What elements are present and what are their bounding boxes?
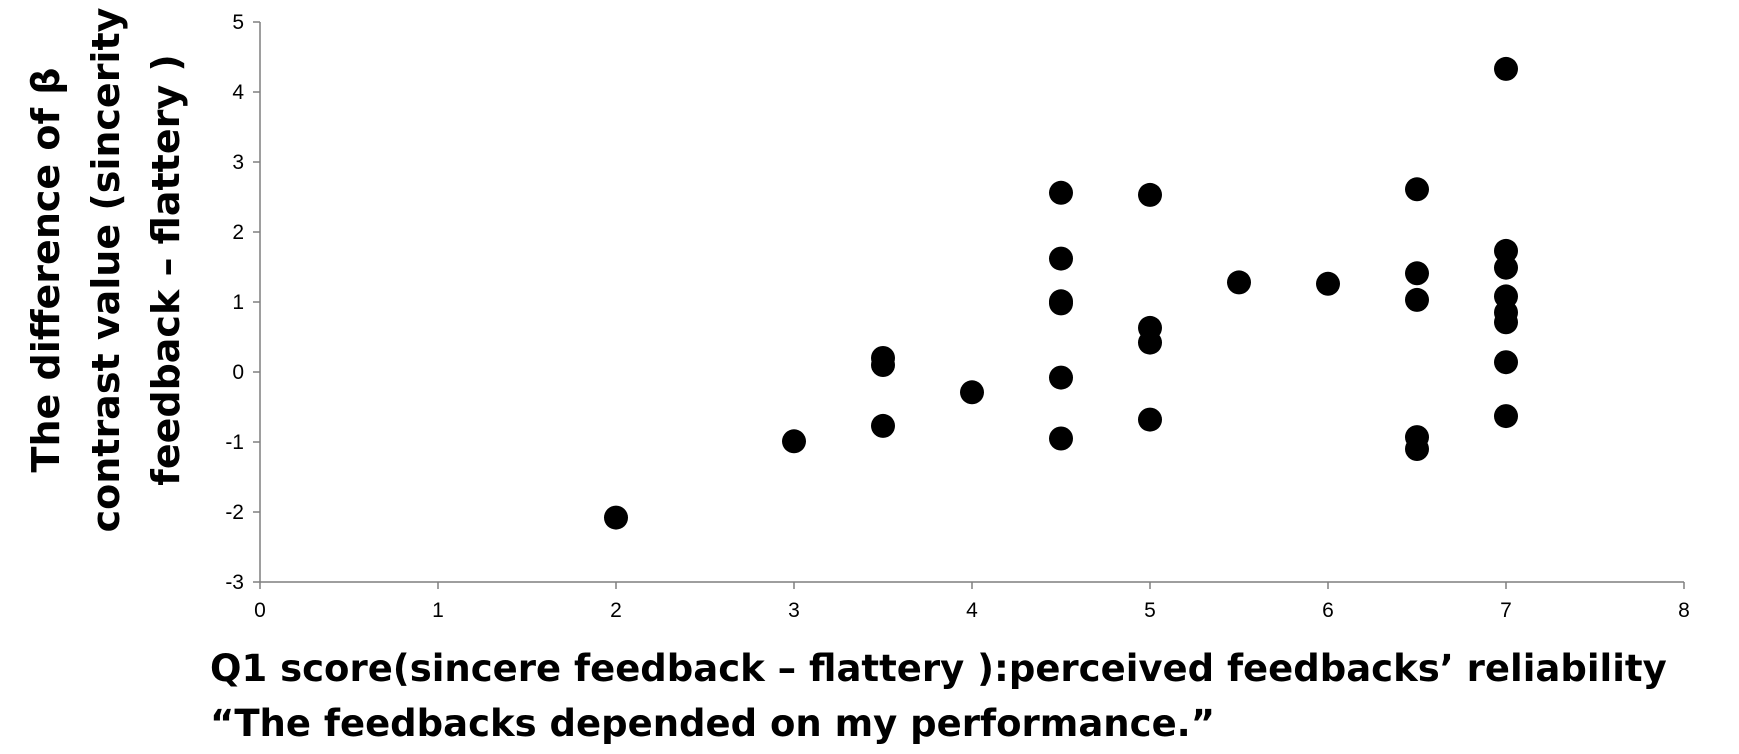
data-point	[1138, 330, 1162, 355]
x-tick-label: 5	[1144, 599, 1156, 622]
y-tick-label: 2	[232, 221, 244, 244]
data-point	[1494, 56, 1518, 81]
x-tick-labels: 0 1 2 3 4 5 6 7 8	[254, 599, 1690, 622]
data-point	[1227, 270, 1251, 295]
x-tick-label: 3	[788, 599, 800, 622]
x-tick-label: 0	[254, 599, 266, 622]
data-point	[1494, 255, 1518, 280]
data-point	[1049, 291, 1073, 316]
data-point	[1405, 437, 1429, 461]
y-axis-title-line-2: contrast value (sincerity	[84, 7, 128, 532]
x-axis-title-line-1: Q1 score(sincere feedback – flattery ):p…	[210, 647, 1667, 690]
data-point	[1405, 287, 1429, 312]
data-point	[1049, 426, 1073, 451]
data-point	[1138, 182, 1162, 207]
data-point	[871, 413, 895, 438]
data-point	[1405, 261, 1429, 286]
y-tick-label: 5	[232, 11, 244, 34]
x-tick-label: 6	[1322, 599, 1334, 622]
y-tick-labels: 5 4 3 2 1 0 -1 -2 -3	[225, 11, 244, 594]
y-tick-label: 1	[232, 291, 244, 314]
data-point	[1049, 180, 1073, 205]
x-axis-title: Q1 score(sincere feedback – flattery ):p…	[210, 647, 1667, 745]
data-point	[1494, 350, 1518, 375]
y-tick-label: -2	[225, 501, 244, 524]
data-point	[1494, 404, 1518, 429]
data-point	[1316, 271, 1340, 296]
y-axis-title-line-3: feedback – flattery )	[144, 54, 188, 485]
y-tick-label: 3	[232, 151, 244, 174]
data-point	[871, 353, 895, 377]
data-point	[782, 429, 806, 454]
axes	[253, 21, 1685, 589]
x-axis-title-line-2: “The feedbacks depended on my performanc…	[210, 702, 1215, 745]
y-tick-label: 0	[232, 361, 244, 384]
data-points	[604, 56, 1518, 530]
x-tick-label: 8	[1678, 599, 1690, 622]
y-tick-label: 4	[232, 81, 244, 104]
data-point	[960, 380, 984, 405]
data-point	[1049, 365, 1073, 390]
data-point	[1138, 407, 1162, 432]
x-tick-label: 7	[1500, 599, 1512, 622]
data-point	[1494, 238, 1518, 263]
x-tick-label: 1	[432, 599, 444, 622]
data-point	[1049, 246, 1073, 271]
data-point	[1494, 310, 1518, 335]
x-tick-label: 4	[966, 599, 978, 622]
y-axis-title: The difference of β contrast value (sinc…	[24, 7, 188, 532]
x-tick-label: 2	[610, 599, 622, 622]
y-tick-label: -1	[225, 431, 244, 454]
data-point	[1405, 177, 1429, 202]
y-tick-label: -3	[225, 571, 244, 594]
data-point	[604, 505, 628, 530]
y-axis-title-line-1: The difference of β	[24, 68, 68, 473]
